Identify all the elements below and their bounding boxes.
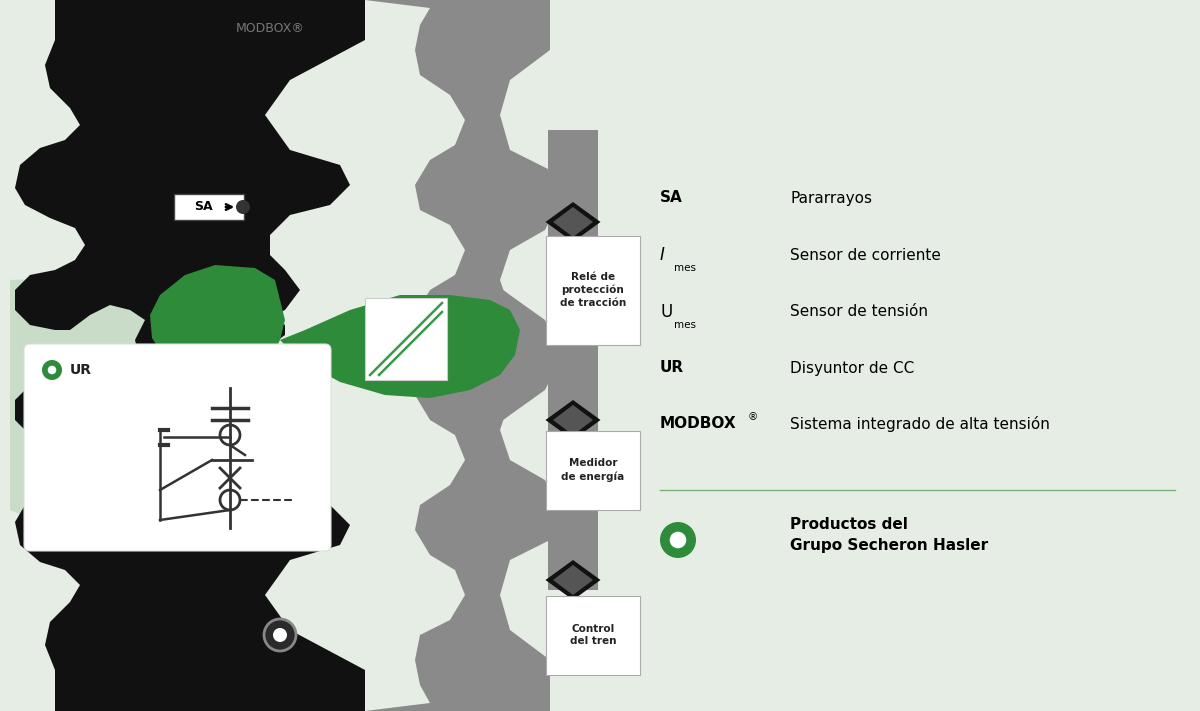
Circle shape	[42, 360, 62, 380]
Polygon shape	[553, 207, 593, 237]
Polygon shape	[546, 560, 600, 600]
Polygon shape	[365, 280, 560, 711]
Polygon shape	[150, 265, 520, 398]
Polygon shape	[546, 202, 600, 242]
Text: I: I	[660, 246, 665, 264]
Polygon shape	[553, 405, 593, 435]
Text: ®: ®	[748, 412, 758, 422]
Text: MODBOX®: MODBOX®	[235, 22, 305, 35]
Bar	[365, 298, 446, 380]
FancyBboxPatch shape	[174, 194, 244, 220]
Text: UR: UR	[660, 360, 684, 375]
Text: Sensor de corriente: Sensor de corriente	[790, 247, 941, 262]
FancyBboxPatch shape	[546, 431, 640, 510]
Circle shape	[47, 365, 58, 375]
Text: Sensor de tensión: Sensor de tensión	[790, 304, 928, 319]
Polygon shape	[548, 130, 598, 590]
FancyBboxPatch shape	[24, 344, 331, 551]
Text: UR: UR	[70, 363, 92, 377]
Text: SA: SA	[193, 201, 212, 213]
Polygon shape	[14, 0, 365, 415]
Polygon shape	[553, 565, 593, 595]
Text: Sistema integrado de alta tensión: Sistema integrado de alta tensión	[790, 416, 1050, 432]
Text: Productos del
Grupo Secheron Hasler: Productos del Grupo Secheron Hasler	[790, 517, 988, 553]
Circle shape	[670, 531, 686, 549]
FancyBboxPatch shape	[546, 236, 640, 345]
Polygon shape	[546, 400, 600, 440]
Text: U: U	[660, 303, 672, 321]
Text: Control
del tren: Control del tren	[570, 624, 617, 646]
Text: mes: mes	[674, 320, 696, 330]
Text: Medidor
de energía: Medidor de energía	[562, 459, 625, 481]
Circle shape	[264, 619, 296, 651]
Circle shape	[274, 628, 287, 642]
Polygon shape	[365, 0, 560, 430]
Text: Relé de
protección
de tracción: Relé de protección de tracción	[560, 272, 626, 308]
FancyBboxPatch shape	[546, 596, 640, 675]
Circle shape	[236, 200, 250, 214]
Polygon shape	[10, 278, 240, 535]
Text: Disyuntor de CC: Disyuntor de CC	[790, 360, 914, 375]
Circle shape	[278, 351, 292, 365]
Text: Pararrayos: Pararrayos	[790, 191, 872, 205]
Text: SA: SA	[660, 191, 683, 205]
Text: MODBOX: MODBOX	[660, 417, 737, 432]
Text: mes: mes	[674, 263, 696, 273]
Circle shape	[660, 522, 696, 558]
Polygon shape	[14, 295, 365, 711]
